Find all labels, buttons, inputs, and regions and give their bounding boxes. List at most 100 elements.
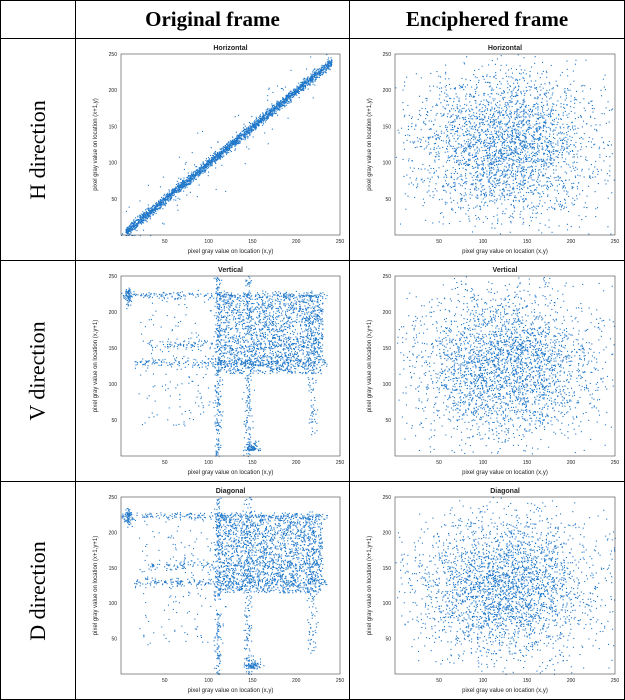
scatter-point <box>446 116 448 118</box>
scatter-point <box>498 110 500 112</box>
scatter-point <box>271 115 273 117</box>
scatter-point <box>252 129 254 131</box>
scatter-point <box>319 72 321 74</box>
scatter-point <box>513 200 515 202</box>
scatter-point <box>494 123 496 125</box>
scatter-point <box>532 209 534 211</box>
scatter-point <box>433 172 435 174</box>
scatter-point <box>504 140 506 142</box>
scatter-point <box>303 85 305 87</box>
scatter-point <box>158 202 160 204</box>
scatter-point <box>601 137 603 139</box>
scatter-point <box>511 172 513 174</box>
scatter-point <box>477 167 479 169</box>
scatter-point <box>279 106 281 108</box>
scatter-point <box>465 213 467 215</box>
scatter-point <box>546 162 548 164</box>
scatter-point <box>479 164 481 166</box>
scatter-point <box>473 160 475 162</box>
scatter-point <box>528 225 530 227</box>
scatter-point <box>476 86 478 88</box>
scatter-point <box>206 163 208 165</box>
scatter-point <box>221 147 223 149</box>
scatter-point <box>529 116 531 118</box>
scatter-point <box>263 123 265 125</box>
scatter-point <box>553 146 555 148</box>
scatter-point <box>530 80 532 82</box>
scatter-point <box>576 168 578 170</box>
scatter-point <box>208 167 210 169</box>
scatter-point <box>458 84 460 86</box>
scatter-point <box>191 175 193 177</box>
scatter-point <box>137 216 139 218</box>
scatter-point <box>437 151 439 153</box>
scatter-point <box>204 168 206 170</box>
scatter-point <box>138 219 140 221</box>
scatter-point <box>481 65 483 67</box>
scatter-point <box>322 72 324 74</box>
scatter-point <box>146 215 148 217</box>
scatter-point <box>248 129 250 131</box>
scatter-point <box>501 132 503 134</box>
scatter-point <box>137 225 139 227</box>
scatter-point <box>548 226 550 228</box>
scatter-point <box>484 81 486 83</box>
scatter-point <box>321 74 323 76</box>
scatter-point <box>519 191 521 193</box>
scatter-point <box>327 67 329 69</box>
scatter-point <box>298 91 300 93</box>
scatter-point <box>512 163 514 165</box>
scatter-point <box>143 212 145 214</box>
scatter-point <box>464 86 466 88</box>
scatter-point <box>503 191 505 193</box>
scatter-point <box>517 136 519 138</box>
scatter-point <box>520 151 522 153</box>
scatter-point <box>513 124 515 126</box>
scatter-point <box>530 143 532 145</box>
scatter-point <box>532 109 534 111</box>
scatter-point <box>249 133 251 135</box>
scatter-point <box>588 141 590 143</box>
scatter-point <box>505 170 507 172</box>
scatter-point <box>468 108 470 110</box>
scatter-point <box>484 196 486 198</box>
scatter-point <box>452 167 454 169</box>
scatter-point <box>517 82 519 84</box>
scatter-point <box>187 172 189 174</box>
scatter-point <box>284 106 286 108</box>
scatter-point <box>199 167 201 169</box>
scatter-point <box>275 110 277 112</box>
scatter-point <box>505 208 507 210</box>
scatter-point <box>234 141 236 143</box>
scatter-point <box>524 101 526 103</box>
scatter-point <box>292 91 294 93</box>
scatter-point <box>172 191 174 193</box>
scatter-point <box>536 205 538 207</box>
scatter-point <box>463 135 465 137</box>
scatter-point <box>244 133 246 135</box>
scatter-point <box>494 187 496 189</box>
scatter-point <box>507 92 509 94</box>
scatter-point <box>195 166 197 168</box>
scatter-point <box>436 134 438 136</box>
scatter-point <box>257 121 259 123</box>
scatter-point <box>439 87 441 89</box>
scatter-point <box>129 225 131 227</box>
scatter-point <box>310 76 312 78</box>
scatter-point <box>456 172 458 174</box>
scatter-point <box>189 182 191 184</box>
scatter-point <box>489 171 491 173</box>
y-tick-label: 250 <box>109 52 118 58</box>
scatter-point <box>177 189 179 191</box>
scatter-point <box>173 190 175 192</box>
scatter-point <box>456 118 458 120</box>
scatter-point <box>513 153 515 155</box>
scatter-point <box>290 96 292 98</box>
scatter-point <box>230 142 232 144</box>
scatter-point <box>551 94 553 96</box>
scatter-point <box>150 211 152 213</box>
scatter-point <box>484 188 486 190</box>
scatter-point <box>530 189 532 191</box>
scatter-point <box>485 194 487 196</box>
scatter-point <box>160 206 162 208</box>
